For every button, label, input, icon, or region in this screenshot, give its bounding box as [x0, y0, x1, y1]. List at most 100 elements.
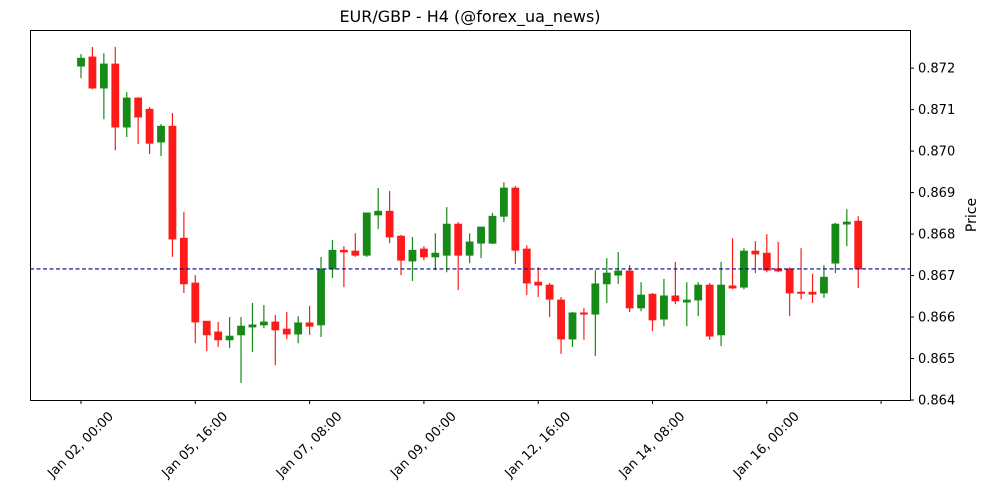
candle-body [191, 282, 200, 323]
candle [362, 212, 371, 257]
candle-body [282, 328, 291, 335]
candle [77, 54, 85, 79]
candle [442, 207, 451, 273]
candle-body [671, 295, 680, 302]
candle-body [179, 237, 188, 285]
x-tick-label: Jan 07, 08:00 [273, 409, 345, 481]
candle-body [122, 97, 131, 128]
candle-body [728, 285, 737, 289]
candle-body [568, 312, 577, 340]
x-tick-label: Jan 09, 00:00 [387, 409, 459, 481]
candle-body [248, 324, 257, 328]
candle [408, 236, 417, 281]
plot-frame [30, 30, 911, 401]
candle-body [580, 312, 588, 315]
y-tick-label: 0.864 [918, 394, 955, 409]
candle-body [842, 221, 851, 225]
candle-body [522, 248, 531, 284]
candle-body [294, 322, 303, 335]
candle [419, 246, 428, 261]
candle [122, 92, 131, 138]
chart-title: EUR/GBP - H4 (@forex_ua_news) [339, 7, 600, 27]
candle-body [500, 187, 508, 217]
candle [705, 283, 714, 340]
candle-body [271, 321, 280, 331]
y-tick-label: 0.867 [918, 269, 955, 284]
candle-body [157, 125, 165, 143]
candle [179, 212, 188, 293]
candle-body [785, 268, 794, 294]
candle [511, 185, 520, 264]
candle [637, 282, 645, 312]
candle-body [328, 249, 337, 270]
candle [762, 234, 771, 273]
x-tick-label: Jan 05, 16:00 [159, 409, 231, 481]
candle-body [591, 283, 600, 315]
y-tick-label: 0.870 [918, 145, 955, 160]
candle-body [797, 291, 805, 294]
y-axis-label: Price [964, 198, 980, 232]
candle-body [465, 241, 474, 256]
candle [282, 312, 291, 340]
candle-body [545, 284, 554, 300]
candle-body [408, 249, 417, 262]
candle-body [751, 250, 760, 255]
candle-body [454, 223, 463, 256]
candle [191, 275, 200, 344]
candle [237, 317, 245, 383]
candle-body [808, 291, 817, 295]
candle-body [88, 56, 97, 89]
candle [694, 282, 703, 317]
x-tick-label: Jan 02, 00:00 [44, 409, 116, 481]
candle-body [614, 270, 623, 276]
candle-body [557, 299, 565, 340]
x-tick-label: Jan 16, 00:00 [730, 409, 802, 481]
candle-body [625, 270, 634, 309]
candle [145, 107, 154, 155]
candle-body [705, 284, 714, 337]
candle-body [694, 284, 703, 301]
y-tick-label: 0.865 [918, 352, 955, 367]
candle [717, 261, 725, 347]
candle [728, 238, 737, 290]
candle [134, 97, 143, 145]
candle [328, 239, 337, 279]
candle-body [259, 321, 268, 326]
candle-body [237, 325, 245, 336]
y-axis: 0.864 0.865 0.866 0.867 0.868 0.869 0.870 0.871… [910, 62, 955, 409]
candle-body [99, 63, 108, 89]
candle [614, 251, 623, 284]
candle [797, 248, 805, 300]
candle-body [820, 276, 828, 294]
candles-layer [77, 47, 863, 383]
candle [854, 216, 863, 289]
candle [545, 283, 554, 318]
candle-body [111, 63, 120, 128]
candle-body [648, 293, 657, 321]
candle [88, 47, 97, 90]
candle [271, 314, 280, 366]
candle-body [637, 294, 645, 309]
candle-body [602, 272, 611, 285]
candle-body [419, 248, 428, 258]
candle [820, 265, 828, 298]
candle [374, 188, 383, 230]
candle [671, 261, 680, 305]
candle [774, 241, 783, 273]
candle-body [397, 235, 405, 261]
candle [168, 112, 177, 257]
x-tick-label: Jan 14, 08:00 [616, 409, 688, 481]
candle [557, 297, 565, 354]
candle [534, 267, 543, 298]
candle [522, 245, 531, 296]
candle [625, 265, 634, 313]
candle [465, 233, 474, 264]
candle-body [660, 295, 668, 320]
x-axis: Jan 02, 00:00 Jan 05, 16:00 Jan 07, 08:00 J… [44, 400, 882, 482]
candle [214, 322, 223, 347]
candle-body [339, 249, 348, 253]
candle [259, 305, 268, 329]
candle [225, 317, 234, 349]
candle-body [305, 322, 314, 327]
